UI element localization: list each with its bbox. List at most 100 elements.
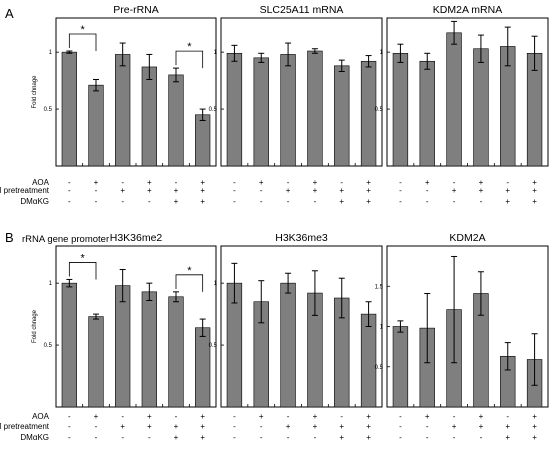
condition-sign: + [339,186,344,195]
chart-title: KDM2A [449,232,485,244]
condition-sign: + [479,186,484,195]
bar [253,57,269,167]
y-tick-label: 0.5 [375,365,384,371]
panel-b-letter: B [5,230,14,245]
condition-sign: - [233,433,236,442]
significance-bracket [68,33,97,52]
charts-layer: Pre-rRNA 0.5 1 Fold chnage * * SLC25A11 mRNA 0.… [32,4,549,408]
y-tick-label: 1.5 [375,284,384,290]
condition-sign: + [532,186,537,195]
condition-sign: + [200,186,205,195]
significance-star: * [187,265,192,277]
condition-sign: - [148,197,151,206]
condition-row-label: NPM pretreatment [0,422,50,431]
condition-sign: - [233,412,236,421]
condition-sign: - [287,178,290,187]
condition-sign: - [287,412,290,421]
condition-sign: + [200,178,205,187]
condition-sign: + [452,422,457,431]
condition-sign: + [174,197,179,206]
condition-sign: - [68,412,71,421]
conditions-layer: - + - + - +- - + + + +- - - - + +- + - + - +- - + + + +- - - - + +- + - +… [0,178,537,442]
plot-frame [386,245,549,408]
condition-sign: - [399,412,402,421]
condition-sign: + [174,433,179,442]
bar [360,60,377,167]
condition-sign: - [175,412,178,421]
condition-sign: - [121,433,124,442]
plot-frame [220,245,383,408]
bar [88,316,104,408]
condition-sign: - [506,412,509,421]
condition-sign: + [120,186,125,195]
significance-star: * [81,252,86,264]
condition-sign: - [426,197,429,206]
condition-sign: + [532,178,537,187]
bar [360,313,377,408]
y-tick-label: 0.5 [209,107,218,113]
bar [307,50,323,167]
condition-sign: - [426,186,429,195]
condition-sign: + [313,412,318,421]
condition-sign: + [200,197,205,206]
bar [115,285,131,408]
significance-bracket [175,274,204,292]
condition-sign: + [200,422,205,431]
condition-sign: + [479,412,484,421]
condition-sign: - [233,422,236,431]
bar [280,282,296,408]
chart-1: SLC25A11 mRNA 0.5 1 [209,4,383,167]
condition-sign: - [95,433,98,442]
bar [61,282,77,408]
condition-sign: + [479,178,484,187]
significance-bracket [68,262,97,280]
bar [446,32,462,167]
condition-sign: - [480,197,483,206]
condition-sign: + [339,433,344,442]
condition-sign: - [260,422,263,431]
bar [419,60,435,167]
condition-sign: + [366,412,371,421]
significance-star: * [187,41,192,53]
y-tick-label: 0.5 [375,107,384,113]
condition-sign: + [313,186,318,195]
condition-sign: + [174,186,179,195]
condition-sign: - [453,197,456,206]
condition-sign: - [287,433,290,442]
condition-sign: - [121,178,124,187]
condition-sign: - [175,178,178,187]
condition-sign: - [453,412,456,421]
condition-sign: - [260,186,263,195]
condition-sign: - [314,433,317,442]
condition-sign: + [366,186,371,195]
condition-sign: + [200,433,205,442]
condition-sign: - [399,197,402,206]
condition-sign: - [287,197,290,206]
condition-sign: - [426,433,429,442]
bar [195,114,211,167]
condition-sign: + [366,433,371,442]
condition-sign: + [147,422,152,431]
condition-sign: + [532,433,537,442]
condition-sign: + [505,186,510,195]
chart-3: H3K36me2 0.5 1 Fold chnage * * [32,232,217,408]
condition-row-label: DMαKG [20,433,49,442]
condition-sign: + [313,178,318,187]
chart-title: KDM2A mRNA [433,4,502,16]
condition-sign: + [505,422,510,431]
condition-sign: + [505,433,510,442]
chart-title: SLC25A11 mRNA [260,4,344,16]
condition-sign: - [68,197,71,206]
bar [141,291,157,408]
condition-sign: - [121,197,124,206]
condition-sign: + [200,412,205,421]
condition-sign: - [426,422,429,431]
condition-sign: + [532,412,537,421]
condition-sign: + [286,422,291,431]
condition-sign: - [68,178,71,187]
bar [334,65,350,167]
condition-sign: - [233,178,236,187]
condition-sign: + [425,178,430,187]
condition-sign: - [95,186,98,195]
